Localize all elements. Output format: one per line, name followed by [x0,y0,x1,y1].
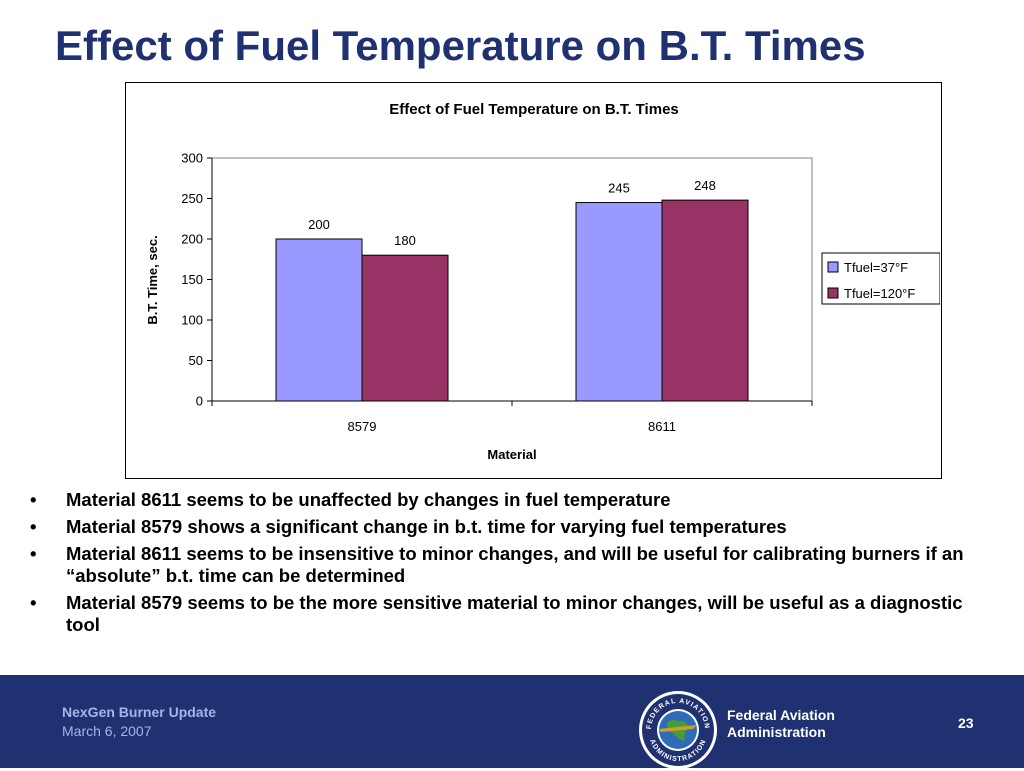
bar-series-group: 200 245 180 248 [275,178,749,402]
agency-line-1: Federal Aviation [727,707,835,723]
bar-data-label: 180 [394,233,416,248]
bullet-text: Material 8579 shows a significant change… [66,516,787,537]
bullet-glyph: • [30,489,37,510]
y-tick-label: 50 [189,353,203,368]
x-axis-label: Material [487,447,536,462]
agency-name: Federal Aviation Administration [727,707,835,741]
y-axis: 0 50 100 150 200 250 300 [181,151,213,409]
x-tick-label: 8611 [648,419,676,434]
legend: Tfuel=37°F Tfuel=120°F [821,252,940,305]
bullet-glyph: • [30,516,37,537]
presentation-date: March 6, 2007 [62,723,152,739]
footer-bar: NexGen Burner Update March 6, 2007 FEDER… [0,675,1024,769]
x-axis: 8579 8611 [211,400,813,434]
y-axis-label: B.T. Time, sec. [145,235,160,324]
page-number: 23 [958,715,974,731]
x-tick-label: 8579 [348,419,377,434]
y-tick-label: 0 [196,394,203,409]
y-tick-label: 250 [181,191,203,206]
bullet-glyph: • [30,543,37,564]
bullet-item: • Material 8579 shows a significant chang… [30,516,990,538]
bullet-item: • Material 8579 seems to be the more sens… [30,592,990,636]
bar-chart: Effect of Fuel Temperature on B.T. Times… [145,101,940,462]
chart-title: Effect of Fuel Temperature on B.T. Times [389,101,679,118]
legend-box [821,252,940,305]
bar [275,238,363,402]
legend-swatch [827,287,839,299]
y-tick-label: 200 [181,232,203,247]
presentation-title: NexGen Burner Update [62,704,217,720]
bullet-text: Material 8611 seems to be insensitive to… [66,543,964,586]
slide-title: Effect of Fuel Temperature on B.T. Times [55,22,866,69]
bar-data-label: 200 [308,217,330,232]
bar-data-label: 245 [608,181,630,196]
bullet-text: Material 8579 seems to be the more sensi… [66,592,963,635]
y-tick-label: 150 [181,272,203,287]
legend-label: Tfuel=37°F [844,260,908,275]
bullet-list: • Material 8611 seems to be unaffected by… [30,489,990,641]
bullet-item: • Material 8611 seems to be unaffected by… [30,489,990,511]
y-tick-label: 300 [181,151,203,166]
legend-label: Tfuel=120°F [844,286,915,301]
bullet-item: • Material 8611 seems to be insensitive t… [30,543,990,587]
bar-data-label: 248 [694,178,716,193]
bullet-glyph: • [30,592,37,613]
legend-swatch [827,261,839,273]
agency-line-2: Administration [727,724,826,740]
bar [661,199,749,402]
bullet-text: Material 8611 seems to be unaffected by … [66,489,671,510]
y-tick-label: 100 [181,313,203,328]
chart-frame: Effect of Fuel Temperature on B.T. Times… [125,82,942,479]
faa-seal-icon: FEDERAL AVIATION ADMINISTRATION [639,691,717,769]
bar [361,254,449,402]
bar [575,202,663,402]
